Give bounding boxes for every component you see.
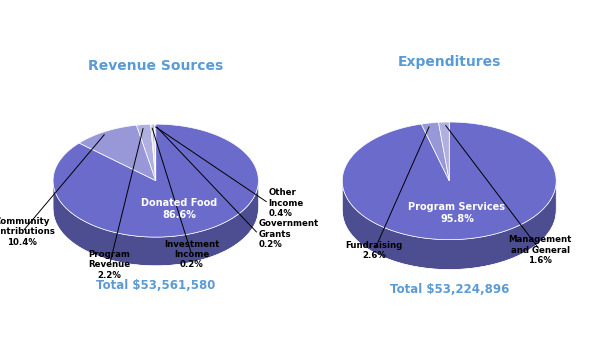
Polygon shape xyxy=(53,124,258,237)
Polygon shape xyxy=(342,122,556,240)
Text: Revenue Sources: Revenue Sources xyxy=(88,59,223,73)
Polygon shape xyxy=(155,124,156,181)
Text: Government
Grants
0.2%: Government Grants 0.2% xyxy=(258,219,319,249)
Text: Investment
Income
0.2%: Investment Income 0.2% xyxy=(164,240,219,270)
Text: Fundraising
2.6%: Fundraising 2.6% xyxy=(346,241,403,260)
Text: Total $53,224,896: Total $53,224,896 xyxy=(389,283,509,296)
Text: Program
Revenue
2.2%: Program Revenue 2.2% xyxy=(89,250,131,280)
Polygon shape xyxy=(421,122,449,181)
Polygon shape xyxy=(438,122,449,181)
Polygon shape xyxy=(152,124,156,181)
Text: Total $53,561,580: Total $53,561,580 xyxy=(96,279,216,292)
Text: Community
Contributions
10.4%: Community Contributions 10.4% xyxy=(0,217,56,247)
Text: Other
Income
0.4%: Other Income 0.4% xyxy=(269,188,304,218)
Text: Donated Food
86.6%: Donated Food 86.6% xyxy=(141,198,217,220)
Polygon shape xyxy=(343,183,556,270)
Polygon shape xyxy=(150,124,156,181)
Text: Program Services
95.8%: Program Services 95.8% xyxy=(409,202,506,224)
Text: Management
and General
1.6%: Management and General 1.6% xyxy=(509,236,572,265)
Text: Expenditures: Expenditures xyxy=(398,55,501,69)
Polygon shape xyxy=(79,125,156,181)
Polygon shape xyxy=(137,124,156,181)
Polygon shape xyxy=(53,181,258,266)
